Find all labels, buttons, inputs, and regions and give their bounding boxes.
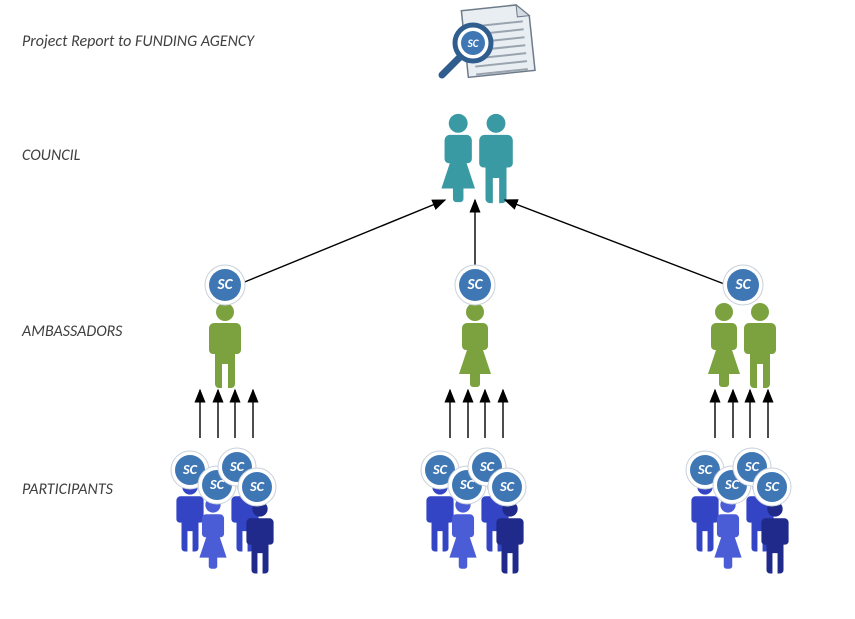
ambassador-0-badge: SC: [205, 265, 245, 305]
svg-text:SC: SC: [479, 457, 495, 475]
participant-2-badge-3: SC: [753, 468, 791, 506]
svg-text:SC: SC: [432, 460, 448, 478]
svg-text:SC: SC: [697, 460, 713, 478]
ambassador-1-icon: [459, 303, 491, 387]
council-people-icon: [441, 114, 512, 203]
svg-text:SC: SC: [182, 460, 198, 478]
svg-text:SC: SC: [764, 477, 780, 495]
svg-text:SC: SC: [499, 477, 515, 495]
ambassador-0-icon: [209, 303, 241, 388]
participant-0-badge-3: SC: [238, 468, 276, 506]
ambassador-1-badge: SC: [455, 265, 495, 305]
participant-1-badge-3: SC: [488, 468, 526, 506]
arrow-to-council-2: [505, 200, 740, 290]
arrow-to-council-0: [225, 200, 445, 290]
svg-text:SC: SC: [744, 457, 760, 475]
svg-text:SC: SC: [467, 37, 480, 50]
ambassador-2-icon: [708, 303, 776, 388]
svg-text:SC: SC: [249, 477, 265, 495]
svg-text:SC: SC: [735, 276, 752, 294]
report-document-icon: SC: [442, 4, 535, 78]
ambassador-2-badge: SC: [723, 265, 763, 305]
svg-text:SC: SC: [467, 276, 484, 294]
svg-text:SC: SC: [229, 457, 245, 475]
svg-text:SC: SC: [217, 276, 234, 294]
diagram-canvas: SCSCSCSCSCSCSCSCSCSCSCSCSCSCSCSC: [0, 0, 855, 619]
